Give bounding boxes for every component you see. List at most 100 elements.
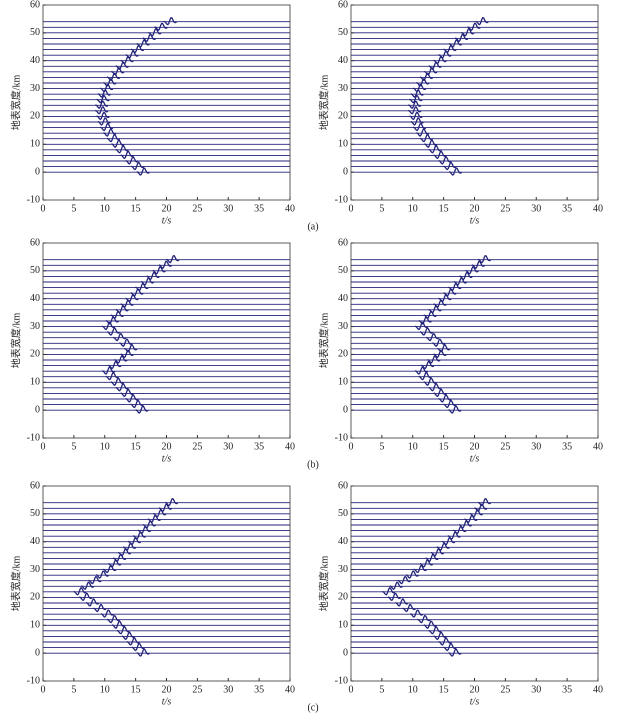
wavelet (106, 327, 121, 336)
wavelet (418, 316, 432, 325)
wavelet (85, 598, 100, 607)
x-tick-label: 0 (41, 441, 46, 452)
x-tick-label: 15 (131, 684, 141, 695)
wavelet (113, 553, 127, 563)
wavelet (433, 56, 447, 65)
wavelet (425, 333, 440, 342)
wavelet (135, 405, 149, 414)
wavelet (433, 388, 447, 398)
wavelet (447, 531, 461, 540)
wavelet (120, 56, 134, 65)
x-tick-label: 0 (349, 684, 354, 695)
x-tick-label: 35 (254, 203, 264, 214)
x-tick-label: 15 (131, 441, 141, 452)
wavelet (125, 394, 139, 403)
x-tick-label: 30 (531, 684, 541, 695)
wavelet (105, 316, 119, 325)
wavelet (419, 72, 433, 82)
wavelet (464, 514, 478, 524)
plot-frame (350, 4, 599, 201)
y-tick-label: 50 (30, 265, 40, 276)
wavelet (433, 631, 447, 641)
wavelet (137, 525, 151, 535)
caption: (b) (307, 459, 319, 470)
y-tick-label: 30 (338, 83, 348, 94)
x-axis-label: t/s (470, 215, 480, 226)
wavelet (474, 503, 488, 512)
wavelet (136, 648, 150, 657)
wavelet (432, 338, 446, 347)
panel: 0 5 10 15 20 25 30 35 40-100102030405060t/s地表宽度/… (317, 237, 603, 464)
wavelet (119, 338, 133, 347)
plot-frame (42, 485, 291, 682)
x-axis-label: t/s (470, 453, 480, 464)
x-tick-label: 40 (593, 441, 603, 452)
wavelet (409, 609, 424, 618)
panel: 0 5 10 15 20 25 30 35 40-100102030405060t/s地表宽度/… (9, 0, 295, 226)
wavelet (95, 106, 109, 115)
y-tick-label: 0 (343, 647, 348, 658)
wavelet (120, 299, 134, 308)
wavelet (453, 277, 467, 286)
panel: 0 5 10 15 20 25 30 35 40-100102030405060t/s地表宽度/… (9, 480, 295, 707)
wavelet (140, 277, 155, 286)
wavelet (443, 161, 457, 171)
y-tick-label: 40 (30, 55, 40, 66)
wavelet (115, 145, 129, 154)
wavelet (148, 28, 162, 37)
wavelet (419, 327, 433, 336)
wavelet (105, 372, 119, 381)
wavelet (125, 50, 139, 59)
x-tick-label: 30 (223, 684, 233, 695)
wavelet (117, 548, 132, 557)
x-tick-label: 0 (349, 441, 354, 452)
caption: (c) (307, 702, 318, 713)
y-tick-label: 60 (30, 237, 40, 248)
wavelet (437, 344, 451, 353)
plot-frame (42, 242, 291, 439)
y-axis-label: 地表宽度/km (317, 75, 330, 131)
y-tick-label: 60 (338, 0, 348, 10)
wavelet (120, 150, 134, 160)
y-tick-label: 30 (30, 564, 40, 575)
wavelet (79, 592, 93, 602)
wavelet (125, 156, 139, 165)
wavelet (127, 537, 142, 546)
y-tick-label: -10 (335, 432, 348, 443)
y-tick-label: 30 (30, 321, 40, 332)
wavelet (443, 288, 457, 297)
wavelet (438, 394, 452, 403)
wavelet (397, 576, 411, 585)
y-tick-label: -10 (335, 675, 348, 686)
x-tick-label: 25 (500, 684, 510, 695)
y-tick-label: -10 (27, 432, 40, 443)
wavelet (166, 255, 180, 264)
x-axis-label: t/s (162, 453, 172, 464)
wavelet (408, 106, 422, 115)
y-axis-label: 地表宽度/km (317, 556, 330, 612)
wavelet (458, 520, 472, 529)
y-tick-label: -10 (27, 675, 40, 686)
wavelet (424, 139, 438, 148)
wavelet (389, 581, 403, 590)
wavelet (448, 282, 462, 292)
x-tick-label: 35 (562, 203, 572, 214)
x-tick-label: 20 (162, 203, 172, 214)
wavelet (477, 255, 492, 264)
panel: 0 5 10 15 20 25 30 35 40-100102030405060t/s地表宽度/… (317, 480, 603, 707)
wavelet (124, 344, 138, 353)
x-axis-label: t/s (162, 696, 172, 707)
wavelet (103, 128, 117, 137)
x-tick-label: 15 (131, 203, 141, 214)
wavelet (477, 498, 492, 507)
x-tick-label: 40 (285, 684, 295, 695)
wavelet (382, 587, 396, 596)
x-tick-label: 10 (408, 684, 418, 695)
wavelet (438, 637, 452, 646)
y-tick-label: 50 (338, 265, 348, 276)
wavelet (461, 28, 475, 37)
wavelet (131, 642, 145, 652)
x-tick-label: 30 (223, 203, 233, 214)
wavelet (438, 156, 452, 165)
